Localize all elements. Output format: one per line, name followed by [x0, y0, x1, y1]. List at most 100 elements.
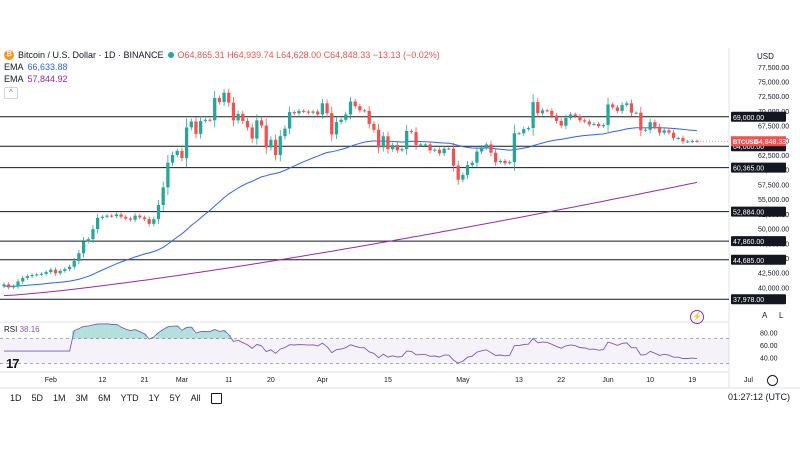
timeframe-6m[interactable]: 6M [98, 393, 111, 403]
candle-body [241, 113, 245, 121]
candle-body [348, 101, 353, 115]
current-price-label: 64,848.33 [755, 139, 786, 146]
candle-body [53, 269, 58, 274]
candle-body [273, 139, 278, 156]
candle-body [236, 113, 240, 121]
timeframe-1d[interactable]: 1D [10, 393, 22, 403]
candle-body [306, 111, 310, 113]
auto-scale-button[interactable]: A [762, 311, 768, 320]
candle-body [358, 106, 362, 111]
candle-body [536, 102, 540, 114]
time-tick-label: Mar [176, 377, 189, 384]
currency-label[interactable]: USD [757, 52, 774, 61]
candle-body [67, 266, 72, 270]
candle-body [629, 103, 634, 113]
level-price-tag [731, 206, 786, 217]
candle-body [227, 92, 231, 103]
candle-body [554, 115, 559, 121]
timeframe-5y[interactable]: 5Y [169, 393, 181, 403]
level-price-label: 47,860.00 [733, 239, 764, 246]
symbol-row[interactable]: ₿ Bitcoin / U.S. Dollar · 1D · BINANCE O… [4, 49, 440, 61]
rsi-band [0, 338, 729, 364]
price-tick-label: 40,000.00 [758, 285, 789, 292]
candle-body [465, 165, 470, 176]
level-price-tag [731, 236, 786, 247]
candle-body [428, 144, 432, 151]
candle-body [517, 133, 521, 135]
candle-body [550, 110, 554, 116]
candle-body [287, 112, 292, 129]
log-scale-button[interactable]: L [779, 311, 784, 320]
gear-icon[interactable] [767, 375, 778, 386]
candle-body [152, 219, 156, 224]
candle-body [508, 162, 512, 164]
candle-body [166, 162, 170, 188]
candle-body [643, 129, 648, 131]
timeframe-5d[interactable]: 5D [31, 393, 44, 403]
candle-body [395, 145, 399, 151]
level-price-label: 44,685.00 [733, 258, 764, 265]
candle-body [156, 205, 161, 220]
timeframe-3m[interactable]: 3M [75, 393, 89, 403]
candle-body [489, 144, 493, 153]
time-tick-label: 10 [646, 377, 654, 384]
candle-body [142, 217, 147, 220]
level-price-tag [731, 254, 786, 265]
candle-body [77, 253, 81, 261]
price-tick-label: 77,500.00 [758, 65, 789, 72]
candle-body [685, 141, 690, 143]
candle-body [414, 132, 418, 146]
candle-body [245, 120, 250, 128]
candle-body [606, 104, 610, 126]
time-tick-label: Jul [744, 377, 753, 384]
rsi-tick-label: 60.00 [760, 343, 778, 350]
timeframe-1m[interactable]: 1M [53, 393, 66, 403]
timeframe-1y[interactable]: 1Y [148, 393, 160, 403]
candle-body [91, 229, 95, 240]
candle-body [334, 122, 339, 135]
calendar-icon[interactable] [210, 392, 222, 404]
candle-body [147, 219, 151, 224]
rsi-legend[interactable]: RSI 38.16 [4, 325, 40, 334]
candle-body [391, 145, 395, 150]
candle-body [208, 119, 212, 121]
lightning-icon[interactable]: ⚡ [690, 310, 704, 324]
candle-body [611, 104, 615, 108]
utc-clock[interactable]: 01:27:12 (UTC) [727, 392, 790, 402]
candle-body [587, 121, 591, 125]
time-tick-label: 13 [515, 377, 523, 384]
timeframe-ytd[interactable]: YTD [120, 393, 139, 403]
candle-body [269, 139, 273, 148]
candle-body [423, 144, 428, 146]
candle-body [597, 123, 601, 127]
tradingview-logo[interactable]: 17 [6, 356, 20, 371]
candle-body [447, 148, 451, 150]
candle-body [362, 110, 367, 112]
collapse-legend-button[interactable]: ^ [4, 87, 18, 99]
candle-body [128, 218, 133, 220]
current-price-tag [731, 136, 786, 147]
candle-body [119, 214, 123, 217]
candle-body [592, 123, 596, 125]
candle-body [367, 110, 371, 124]
candle-body [283, 128, 287, 137]
time-tick-label: Feb [45, 377, 57, 384]
candle-body [564, 117, 568, 126]
ema50-row[interactable]: EMA 66,633.88 [4, 61, 440, 73]
time-tick-label: 15 [384, 377, 392, 384]
candle-body [479, 147, 484, 152]
candle-body [96, 217, 100, 230]
candle-body [194, 121, 198, 134]
candle-body [634, 112, 638, 114]
timeframe-all[interactable]: All [190, 393, 201, 403]
ema200-row[interactable]: EMA 57,844.92 [4, 73, 440, 85]
candle-body [325, 103, 329, 114]
candle-body [409, 130, 414, 133]
level-price-label: 37,978.00 [733, 297, 764, 304]
price-tick-label: 62,500.00 [758, 153, 789, 160]
candle-body [601, 125, 605, 127]
level-price-label: 60,365.00 [733, 166, 764, 173]
candle-body [278, 136, 282, 156]
